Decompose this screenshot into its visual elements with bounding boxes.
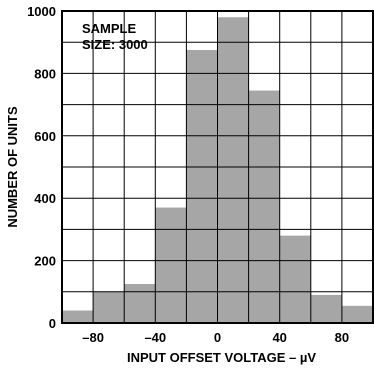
plot-frame (61, 10, 374, 324)
histogram-bar (279, 235, 311, 323)
x-axis-label: INPUT OFFSET VOLTAGE – µV (127, 350, 316, 365)
x-tick-label: –80 (82, 330, 104, 345)
y-axis-label: NUMBER OF UNITS (5, 106, 20, 228)
y-tick-label: 200 (34, 254, 56, 269)
histogram-bar (217, 17, 249, 324)
y-tick-label: 1000 (27, 4, 56, 19)
y-tick-label: 400 (34, 191, 56, 206)
x-tick-label: –40 (144, 330, 166, 345)
y-tick-label: 600 (34, 129, 56, 144)
annotation-line-1: SAMPLE (82, 21, 137, 36)
grid-group (61, 10, 374, 324)
x-tick-label: 40 (272, 330, 286, 345)
bars-group (62, 17, 373, 324)
histogram-bar (248, 90, 280, 323)
x-tick-label: 0 (214, 330, 221, 345)
x-tick-labels: –80 –40 0 40 80 (82, 330, 349, 345)
x-tick-label: 80 (335, 330, 349, 345)
histogram-bar (62, 310, 94, 323)
histogram-bar (155, 207, 187, 323)
histogram-bar (310, 294, 342, 323)
histogram-bar (124, 284, 156, 323)
histogram-bar (93, 291, 125, 323)
histogram-bar (341, 305, 373, 323)
histogram-bar (186, 50, 218, 323)
y-tick-label: 0 (49, 316, 56, 331)
y-tick-label: 800 (34, 66, 56, 81)
annotation-line-2: SIZE: 3000 (82, 37, 148, 52)
y-tick-labels: 0 200 400 600 800 1000 (27, 4, 56, 331)
